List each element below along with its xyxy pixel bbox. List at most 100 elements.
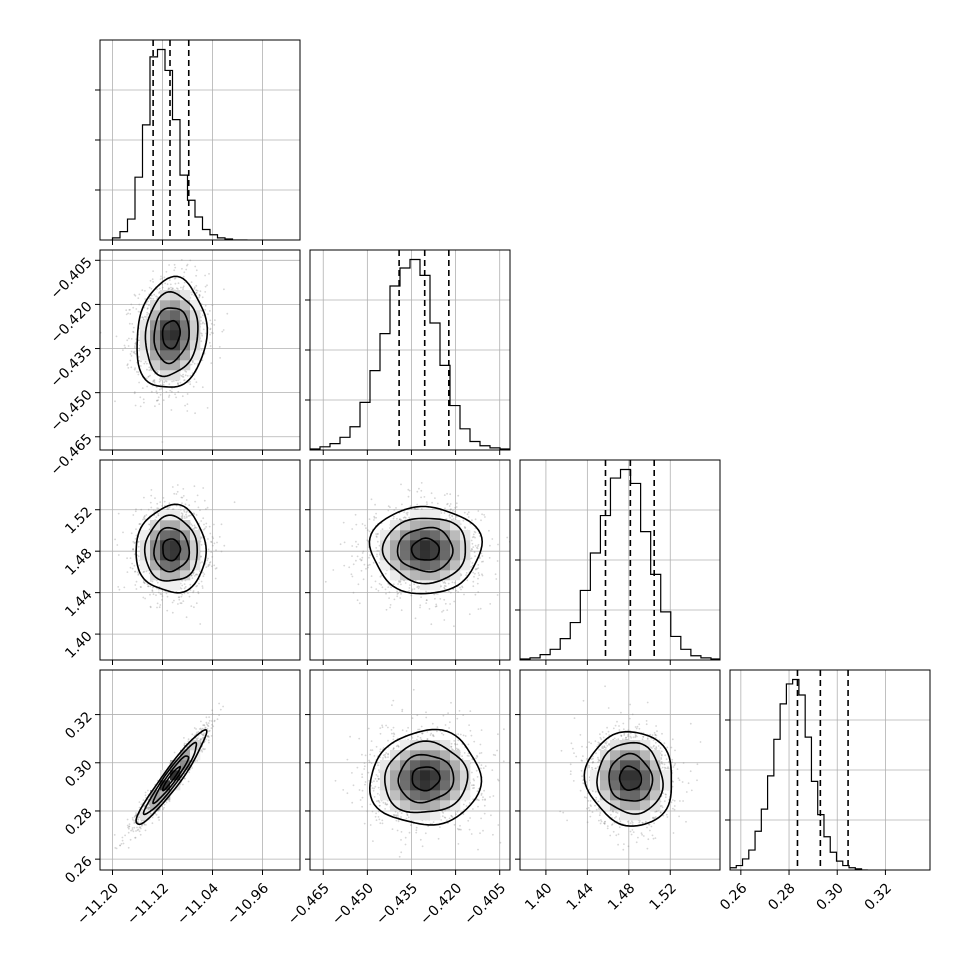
scatter-point: [368, 563, 371, 566]
density-cell: [170, 370, 181, 381]
scatter-point: [170, 286, 172, 289]
scatter-point: [171, 601, 174, 604]
scatter-point: [127, 312, 129, 315]
scatter-point: [210, 322, 213, 325]
scatter-point: [200, 309, 203, 312]
scatter-point: [157, 512, 160, 515]
density-cell: [390, 550, 401, 561]
density-cell: [430, 530, 441, 541]
scatter-point: [403, 516, 406, 519]
scatter-point: [221, 330, 224, 333]
density-cell: [380, 550, 391, 561]
scatter-point: [179, 602, 182, 604]
scatter-point: [191, 577, 194, 579]
scatter-point: [156, 507, 159, 509]
scatter-point: [208, 273, 210, 275]
scatter-point: [471, 562, 474, 564]
scatter-point: [145, 377, 148, 380]
scatter-point: [129, 566, 132, 569]
scatter-point: [134, 570, 136, 573]
pair-frame-1-0: [99, 249, 301, 451]
scatter-point: [180, 602, 183, 605]
scatter-point: [209, 319, 212, 322]
scatter-point: [201, 333, 203, 335]
scatter-point: [404, 582, 407, 584]
density-cell: [160, 570, 171, 581]
density-cell: [190, 350, 201, 361]
scatter-point: [152, 298, 155, 300]
scatter-point: [130, 532, 133, 535]
density-cell: [180, 300, 191, 311]
scatter-point: [457, 494, 460, 497]
contour-2-0-0: [162, 538, 182, 562]
scatter-point: [194, 412, 197, 415]
scatter-point: [496, 594, 499, 596]
scatter-point: [117, 554, 120, 556]
scatter-point: [150, 494, 153, 497]
scatter-point: [137, 371, 140, 373]
scatter-point: [434, 605, 437, 608]
scatter-point: [480, 552, 483, 555]
density-cell: [150, 360, 161, 371]
density-cell: [160, 290, 171, 301]
scatter-point: [453, 600, 456, 603]
density-cell: [420, 510, 431, 521]
scatter-point: [211, 556, 214, 558]
scatter-point: [165, 592, 168, 595]
density-cell: [170, 360, 181, 371]
scatter-point: [183, 510, 186, 513]
scatter-point: [190, 281, 193, 283]
scatter-point: [435, 605, 438, 608]
scatter-point: [375, 516, 377, 519]
scatter-point: [192, 528, 195, 530]
scatter-point: [360, 559, 363, 562]
scatter-point: [459, 586, 461, 589]
scatter-point: [137, 373, 140, 376]
scatter-point: [352, 591, 355, 594]
scatter-point: [129, 557, 132, 559]
scatter-point: [195, 573, 198, 576]
scatter-point: [375, 547, 378, 549]
density-cells-2-0: [140, 510, 201, 591]
scatter-point: [151, 294, 153, 297]
scatter-point: [135, 528, 137, 531]
scatter-point: [152, 509, 155, 512]
scatter-point: [128, 309, 131, 311]
scatter-point: [392, 517, 395, 520]
scatter-point: [188, 504, 191, 507]
scatter-point: [193, 727, 196, 729]
scatter-point: [165, 391, 168, 393]
scatter-point: [171, 287, 174, 290]
density-cell: [190, 330, 201, 341]
density-cell: [180, 290, 191, 301]
scatter-point: [158, 588, 160, 591]
scatter-point: [154, 497, 156, 499]
scatter-point: [132, 306, 135, 309]
scatter-point: [144, 360, 147, 363]
scatter-point: [133, 350, 136, 353]
density-cell: [190, 550, 201, 561]
scatter-point: [454, 510, 456, 513]
scatter-point: [185, 511, 188, 514]
density-cell: [180, 320, 191, 331]
scatter-point: [133, 542, 136, 544]
scatter-point: [435, 603, 438, 606]
scatter-point: [195, 274, 198, 277]
density-cell: [180, 330, 191, 341]
contour-2-0-1: [153, 526, 191, 573]
scatter-point: [375, 512, 377, 515]
scatter-point: [181, 514, 184, 517]
scatter-point: [373, 519, 375, 521]
scatter-point: [145, 316, 147, 318]
density-cell: [440, 540, 451, 551]
scatter-point: [466, 579, 469, 582]
density-cell: [190, 540, 201, 551]
density-cell: [160, 540, 171, 551]
scatter-point: [170, 390, 173, 393]
scatter-point: [147, 585, 150, 588]
density-cell: [450, 560, 461, 571]
density-cell: [160, 580, 171, 591]
scatter-point: [409, 584, 411, 586]
scatter-point: [180, 496, 183, 499]
scatter-point: [135, 308, 138, 310]
